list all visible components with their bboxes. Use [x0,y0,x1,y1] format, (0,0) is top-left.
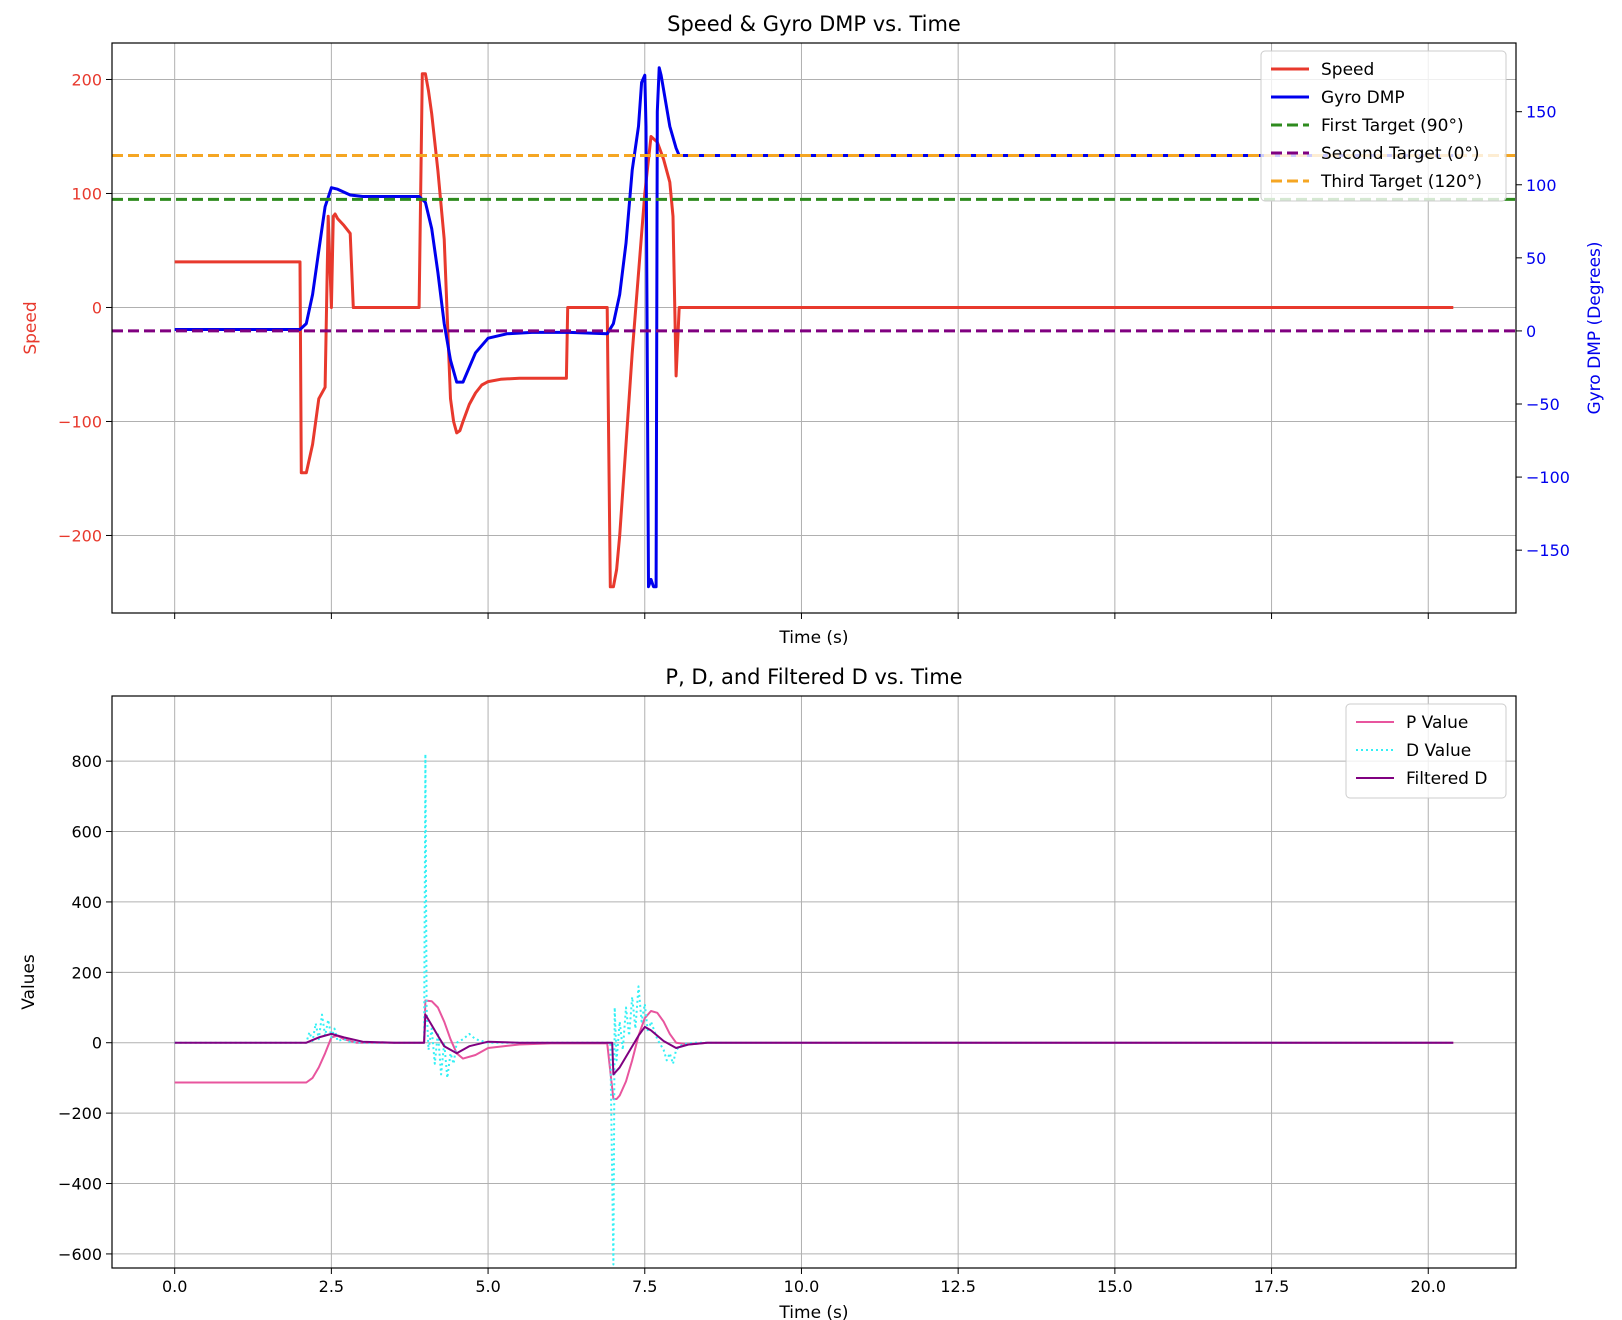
legend-label-first-target-90: First Target (90°) [1321,116,1464,136]
speed-gyro-chart: −200 −100 0 100 200 −150 −100 −50 0 50 100 150 Speed… [21,12,1605,648]
legend-label-second-target-0: Second Target (0°) [1321,144,1480,164]
chart-title: P, D, and Filtered D vs. Time [665,665,962,689]
x-axis-label: Time (s) [778,1303,848,1320]
legend-label-gyro-dmp: Gyro DMP [1321,88,1405,108]
x-tick-label: 5.0 [475,1277,500,1296]
x-tick-label: 0.0 [162,1277,187,1296]
y-tick-label: 600 [71,823,102,842]
y2-tick-label: −100 [1526,468,1570,487]
plot-area [112,696,1516,1268]
x-tick-label: 15.0 [1097,1277,1133,1296]
x-tick-label: 10.0 [784,1277,820,1296]
x-axis-label: Time (s) [778,628,848,648]
y-tick-label: 200 [71,963,102,982]
y-tick-label: 200 [71,70,102,89]
y-tick-label: 100 [71,184,102,203]
y-tick-label: −100 [58,412,102,431]
y2-tick-label: −50 [1526,395,1560,414]
y2-tick-label: 150 [1526,103,1557,122]
x-tick-label: 7.5 [632,1277,657,1296]
y2-tick-label: 100 [1526,176,1557,195]
y-tick-label: −600 [58,1245,102,1264]
y-tick-label: 400 [71,893,102,912]
plot-frame [111,695,1517,1269]
y-tick-label: −200 [58,526,102,545]
y-tick-label: −400 [58,1175,102,1194]
x-tick-label: 12.5 [940,1277,976,1296]
series-line-filtered-d [174,1013,1454,1076]
y2-axis-label: Gyro DMP (Degrees) [1585,241,1605,414]
y2-tick-label: 50 [1526,249,1546,268]
legend-label-p-value: P Value [1406,713,1468,733]
y-tick-label: 0 [92,1034,102,1053]
plot-frame [111,42,1517,614]
legend-label-third-target-120: Third Target (120°) [1320,172,1482,192]
x-tick-label: 2.5 [319,1277,344,1296]
legend-label-filtered-d: Filtered D [1406,769,1487,789]
legend: P Value D Value Filtered D [1345,703,1507,799]
x-tick-label: 17.5 [1254,1277,1290,1296]
legend-label-speed: Speed [1321,60,1374,80]
plot-lines [174,753,1454,1266]
x-tick-label: 20.0 [1410,1277,1446,1296]
legend-box [1345,703,1507,799]
chart-title: Speed & Gyro DMP vs. Time [667,12,961,36]
legend-label-d-value: D Value [1406,741,1471,761]
y2-tick-label: 0 [1526,322,1536,341]
y-axis-label: Speed [21,301,41,354]
pd-filtered-chart: 0.0 2.5 5.0 7.5 10.0 12.5 15.0 17.5 20.0 −600 −400… [19,665,1517,1320]
y2-tick-label: −150 [1526,541,1570,560]
y-tick-label: 800 [71,752,102,771]
legend: Speed Gyro DMP First Target (90°) Second Ta… [1260,50,1507,202]
legend-box [1260,50,1507,202]
y-axis-label: Values [19,954,39,1010]
y-tick-label: −200 [58,1104,102,1123]
y-tick-label: 0 [92,298,102,317]
